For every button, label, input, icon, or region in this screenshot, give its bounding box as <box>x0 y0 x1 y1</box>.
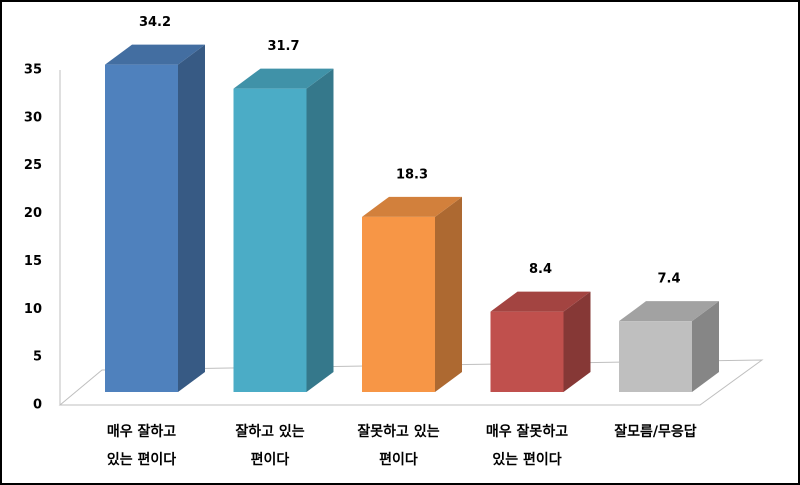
x-tick-label: 잘못하고 있는 편이다 <box>357 424 440 468</box>
y-tick-label: 20 <box>24 206 42 221</box>
bar-top <box>233 68 334 89</box>
y-tick-label: 10 <box>24 302 42 317</box>
bar <box>105 44 205 393</box>
y-tick-label: 30 <box>24 110 42 125</box>
bar-top <box>362 196 462 217</box>
bar-front <box>619 321 692 392</box>
bar-side <box>692 301 719 392</box>
x-tick-label: 잘하고 있는 편이다 <box>235 424 305 468</box>
bar <box>490 291 591 392</box>
value-label: 34.2 <box>139 15 171 30</box>
bar-front <box>490 311 564 392</box>
y-tick-label: 15 <box>24 254 42 269</box>
x-tick-label: 매우 잘하고 있는 편이다 <box>106 424 177 468</box>
bar-side <box>178 44 205 393</box>
bar-side <box>306 68 334 392</box>
x-tick-label: 잘모름/무응답 <box>614 424 697 440</box>
y-tick-label: 0 <box>33 398 42 413</box>
bar-front <box>233 88 307 392</box>
bar-side <box>563 291 591 392</box>
value-label: 8.4 <box>529 262 552 277</box>
bar <box>362 196 462 392</box>
x-tick-label: 매우 잘못하고 있는 편이다 <box>485 424 569 468</box>
y-tick-label: 35 <box>24 63 42 78</box>
bar-top <box>619 301 719 322</box>
bar-top <box>490 291 591 312</box>
y-tick-label: 5 <box>33 350 42 365</box>
bar <box>233 68 334 392</box>
value-label: 31.7 <box>267 39 299 54</box>
bar <box>619 301 719 392</box>
bar-top <box>105 44 205 65</box>
value-label: 18.3 <box>396 167 428 182</box>
bar-front <box>105 64 178 393</box>
bar-front <box>362 216 435 392</box>
bar-side <box>435 196 462 392</box>
value-label: 7.4 <box>657 272 680 287</box>
y-tick-label: 25 <box>24 158 42 173</box>
